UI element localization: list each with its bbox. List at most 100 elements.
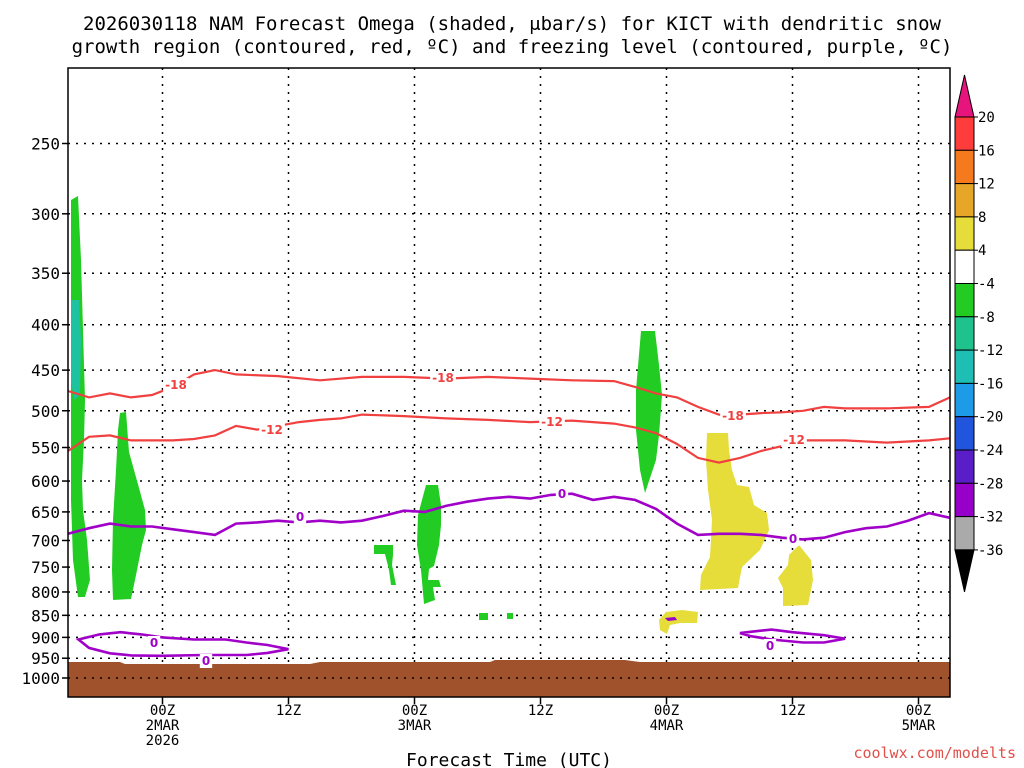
colorbar-swatch [954,516,975,551]
colorbar-top-arrow [954,74,975,118]
omega-green-region [507,613,513,619]
colorbar-label: -12 [978,343,1003,359]
colorbar-label: -24 [978,443,1003,459]
omega-teal-region [71,300,81,400]
contour-label-background [259,423,285,437]
contour-label-zero: 0 [766,639,774,653]
y-tick-label: 650 [31,503,60,522]
contour-label-background [147,636,161,650]
contour-freezing-level-low [75,630,289,658]
y-tick-label: 450 [31,361,60,380]
y-tick-label: 300 [31,205,60,224]
contour-label-zero: 0 [296,510,304,524]
contour-minus12 [67,413,951,464]
omega-green-region [636,331,662,493]
x-tick-label: 12Z [276,703,301,719]
y-tick-label: 1000 [21,669,60,688]
contour-minus18 [67,368,951,416]
colorbar-swatch [954,216,975,251]
y-tick-label: 850 [31,606,60,625]
y-tick-label: 900 [31,628,60,647]
contour-label-minus12: -12 [783,433,805,447]
contours [67,368,951,658]
colorbar-swatch [954,149,975,185]
colorbar-swatch [954,183,975,218]
contour-label-zero: 0 [150,636,158,650]
y-tick-label: 750 [31,558,60,577]
omega-green-region [479,613,488,620]
contour-labels: -18 -18 -18 -12 -12 -12 0 0 0 0 0 0 [147,371,807,668]
contour-freezing-level-low [739,628,846,644]
x-tick-label: 00Z [150,703,175,719]
plot-frame [67,67,951,698]
x-tick-label: 5MAR [902,718,936,734]
contour-label-background [199,654,213,668]
omega-green-region [374,545,396,585]
x-tick-label: 3MAR [398,718,432,734]
x-tick-label: 12Z [528,703,553,719]
x-tick-label: 4MAR [650,718,684,734]
x-tick-label: 2026 [146,733,180,749]
colorbar-label: -36 [978,543,1003,559]
contour-label-background [539,415,565,429]
colorbar-label: 4 [978,243,986,259]
y-tick-label: 400 [31,316,60,335]
colorbar-swatch [954,449,975,484]
chart-title-line2: growth region (contoured, red, ºC) and f… [72,36,953,58]
contour-label-background [720,409,746,423]
colorbar-swatch [954,349,975,384]
contour-label-background [430,371,456,385]
y-tick-label: 600 [31,472,60,491]
colorbar-label: 16 [978,143,995,159]
colorbar-label: 12 [978,177,995,193]
y-tick-label: 800 [31,583,60,602]
contour-label-minus12: -12 [261,423,283,437]
colorbar-swatch [954,416,975,451]
contour-label-zero: 0 [202,654,210,668]
x-tick-label: 00Z [402,703,427,719]
x-axis-label: Forecast Time (UTC) [406,750,612,768]
contour-label-minus18: -18 [432,371,454,385]
dotted-grid [68,68,950,697]
contour-label-background [555,487,569,501]
x-tick-label: 2MAR [146,718,180,734]
colorbar-swatch [954,116,975,151]
contour-label-background [781,433,807,447]
contour-label-minus12: -12 [541,415,563,429]
y-tick-label: 500 [31,402,60,421]
colorbar-label: -20 [978,410,1003,426]
contour-label-background [763,639,777,653]
contour-label-zero: 0 [789,532,797,546]
y-tick-label: 950 [31,649,60,668]
x-tick-label: 00Z [906,703,931,719]
colorbar-bottom-arrow [954,549,975,593]
omega-green-region [71,196,90,597]
colorbar-label: -8 [978,310,995,326]
colorbar-label: -28 [978,476,1003,492]
colorbar-swatch [954,482,975,518]
colorbar-swatch [954,382,975,418]
contour-label-zero: 0 [558,487,566,501]
contour-freezing-level [67,492,951,541]
contour-label-minus18: -18 [722,409,744,423]
chart-title-line1: 2026030118 NAM Forecast Omega (shaded, μ… [83,13,941,35]
contour-label-background [293,510,307,524]
colorbar-label: 20 [978,110,995,126]
x-tick-label: 12Z [780,703,805,719]
y-tick-label: 350 [31,264,60,283]
colorbar-label: -32 [978,510,1003,526]
colorbar-swatch [954,283,975,318]
omega-shading [71,196,813,634]
colorbar-label: -16 [978,376,1003,392]
omega-colorbar: 20 16 12 8 4 -4 -8 -12 -16 -20 -24 -28 -32 -36 [954,74,1003,593]
y-tick-label: 700 [31,531,60,550]
y-axis: 250 300 350 400 450 500 550 600 650 700 750 800 850 9… [21,135,68,688]
colorbar-label: 8 [978,210,986,226]
omega-yellow-region [659,610,698,634]
contour-label-minus18: -18 [165,378,187,392]
omega-green-region [417,485,441,604]
contour-label-background [786,532,800,546]
colorbar-swatch [954,316,975,351]
